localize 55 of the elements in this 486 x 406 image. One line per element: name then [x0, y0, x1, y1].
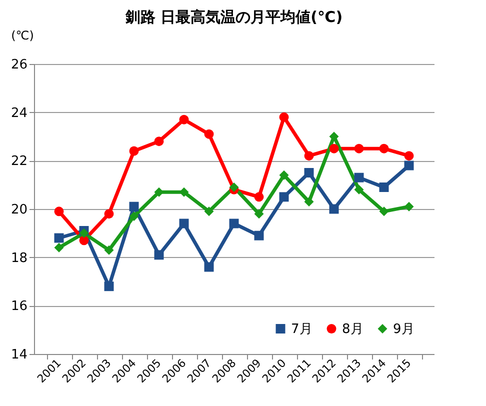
point: [154, 136, 164, 146]
point: [229, 182, 239, 192]
point: [304, 151, 314, 161]
point: [279, 112, 289, 122]
y-tick-label: 14: [10, 348, 28, 362]
y-tick-label: 20: [10, 202, 28, 218]
point: [204, 129, 214, 139]
point: [279, 192, 289, 202]
point: [329, 132, 339, 142]
point: [179, 114, 189, 124]
point: [204, 206, 214, 216]
legend-label: 7月: [291, 322, 312, 337]
point: [354, 184, 364, 194]
y-tick-label: 24: [10, 106, 28, 121]
point: [404, 160, 414, 170]
point: [54, 206, 64, 216]
point: [254, 230, 264, 240]
point: [254, 209, 264, 219]
y-tick-label: 22: [10, 154, 28, 170]
point: [254, 192, 264, 202]
point: [304, 197, 314, 206]
point: [179, 218, 189, 228]
chart-title: 釧路 日最高気温の月平均値(℃): [124, 8, 343, 26]
point: [79, 236, 89, 246]
point: [404, 151, 414, 161]
point: [54, 233, 64, 243]
point: [329, 144, 339, 154]
point: [379, 144, 389, 154]
point: [379, 182, 389, 192]
point: [129, 202, 139, 212]
point: [104, 209, 114, 219]
point: [179, 187, 189, 197]
point: [54, 242, 64, 252]
point: [154, 187, 164, 197]
point: [379, 206, 389, 216]
point: [304, 168, 314, 178]
point: [279, 170, 289, 180]
y-tick-label: 18: [10, 250, 28, 266]
point: [104, 245, 114, 255]
y-tick-label: 26: [10, 58, 28, 72]
point: [154, 250, 164, 260]
point: [204, 262, 214, 272]
y-tick-label: 16: [10, 299, 28, 314]
point: [229, 218, 239, 228]
point: [129, 146, 139, 156]
point: [404, 202, 414, 212]
point: [129, 212, 139, 221]
point: [79, 228, 89, 238]
legend-label: 9月: [393, 322, 414, 337]
point: [104, 282, 114, 292]
legend-label: 8月: [342, 322, 364, 337]
point: [329, 204, 339, 214]
point: [354, 172, 364, 182]
point: [354, 144, 364, 154]
y-axis-title: (℃): [11, 28, 34, 42]
